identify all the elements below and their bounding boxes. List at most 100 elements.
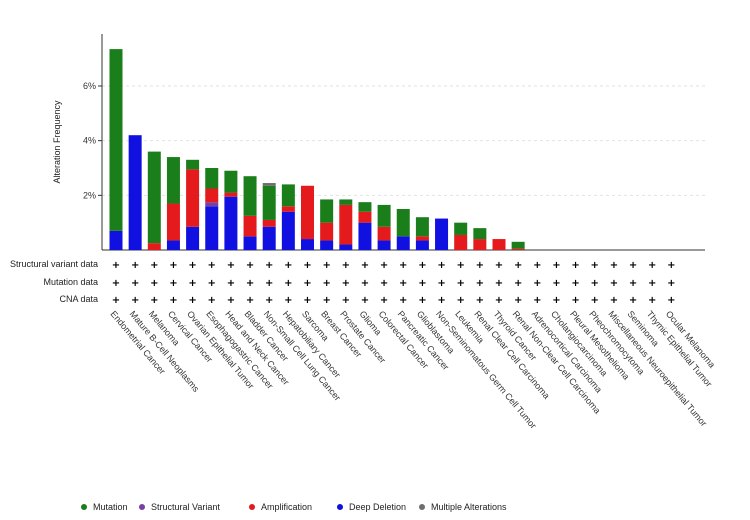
- profile-marker: +: [495, 295, 503, 306]
- bar-segment-amplification: [224, 192, 238, 197]
- profile-marker: +: [208, 295, 216, 306]
- y-tick-label: 2%: [83, 190, 96, 200]
- profile-marker: +: [361, 295, 369, 306]
- legend-label: Multiple Alterations: [431, 502, 507, 512]
- profile-marker: +: [591, 295, 599, 306]
- profile-marker: +: [208, 260, 216, 271]
- profile-marker: +: [437, 295, 445, 306]
- profile-marker: +: [188, 260, 196, 271]
- profile-marker: +: [112, 295, 120, 306]
- bar-segment-amplification: [281, 206, 295, 212]
- profile-marker: +: [342, 295, 350, 306]
- profile-row-label: Structural variant data: [10, 259, 98, 269]
- profile-marker: +: [495, 260, 503, 271]
- legend: Mutation Structural Variant Amplification D…: [81, 502, 507, 512]
- bar-segment-amplification: [511, 248, 525, 250]
- bar-segment-amplification: [186, 169, 200, 227]
- profile-marker: +: [399, 278, 407, 289]
- bar-segment-deep-deletion: [224, 196, 238, 250]
- profile-marker: +: [303, 278, 311, 289]
- bar-segment-deep-deletion: [205, 206, 219, 250]
- bar-segment-deep-deletion: [243, 236, 257, 250]
- bar-segment-mutation: [339, 199, 353, 205]
- bar-segment-deep-deletion: [166, 240, 180, 250]
- profile-marker: +: [399, 295, 407, 306]
- profile-marker: +: [380, 260, 388, 271]
- bar-segment-mutation: [473, 228, 487, 240]
- bar-segment-mutation: [396, 209, 410, 237]
- bar-segment-mutation: [109, 49, 123, 231]
- legend-marker: [337, 504, 343, 510]
- bar-segment-amplification: [262, 219, 276, 227]
- profile-marker: +: [418, 260, 426, 271]
- bar-segment-deep-deletion: [109, 230, 123, 250]
- profile-marker: +: [418, 278, 426, 289]
- profile-marker: +: [131, 260, 139, 271]
- legend-marker: [81, 504, 87, 510]
- profile-marker: +: [514, 295, 522, 306]
- profile-marker: +: [571, 278, 579, 289]
- bar-segment-mutation: [166, 157, 180, 204]
- profile-marker: +: [476, 295, 484, 306]
- profile-marker: +: [265, 260, 273, 271]
- profile-marker: +: [514, 278, 522, 289]
- profile-marker: +: [457, 295, 465, 306]
- profile-marker: +: [533, 260, 541, 271]
- profile-marker: +: [533, 295, 541, 306]
- bar-segment-multiple-alterations: [262, 183, 276, 186]
- profile-marker: +: [476, 278, 484, 289]
- bar-segment-mutation: [281, 184, 295, 207]
- bar-segment-deep-deletion: [358, 222, 372, 250]
- profile-marker: +: [399, 260, 407, 271]
- profile-marker: +: [342, 278, 350, 289]
- profile-marker: +: [648, 278, 656, 289]
- profile-marker: +: [265, 278, 273, 289]
- profile-marker: +: [476, 260, 484, 271]
- profile-marker: +: [303, 295, 311, 306]
- profile-marker: +: [514, 260, 522, 271]
- bar-segment-amplification: [147, 243, 161, 250]
- profile-marker: +: [437, 278, 445, 289]
- bars: [109, 49, 525, 250]
- profile-marker: +: [667, 260, 675, 271]
- profile-marker: +: [629, 260, 637, 271]
- bar-segment-mutation: [358, 202, 372, 212]
- profile-marker: +: [648, 260, 656, 271]
- profile-marker: +: [150, 278, 158, 289]
- legend-marker: [139, 504, 145, 510]
- bar-segment-amplification: [166, 203, 180, 241]
- profile-marker: +: [169, 295, 177, 306]
- bar-segment-deep-deletion: [128, 135, 142, 250]
- legend-label: Structural Variant: [151, 502, 220, 512]
- profile-marker: +: [418, 295, 426, 306]
- profile-marker: +: [227, 278, 235, 289]
- profile-marker: +: [131, 295, 139, 306]
- profile-marker: +: [571, 295, 579, 306]
- bar-segment-deep-deletion: [320, 240, 334, 250]
- profile-marker: +: [610, 260, 618, 271]
- profile-marker: +: [552, 260, 560, 271]
- profile-marker: +: [552, 295, 560, 306]
- profile-marker: +: [361, 260, 369, 271]
- profile-marker: +: [591, 278, 599, 289]
- profile-marker: +: [169, 260, 177, 271]
- profile-marker: +: [591, 260, 599, 271]
- profile-marker: +: [342, 260, 350, 271]
- bar-segment-amplification: [454, 234, 468, 250]
- profile-marker: +: [552, 278, 560, 289]
- bar-segment-mutation: [186, 159, 200, 170]
- grid-lines: [102, 85, 705, 196]
- bar-segment-deep-deletion: [262, 226, 276, 250]
- profile-marker: +: [533, 278, 541, 289]
- bar-segment-mutation: [205, 168, 219, 189]
- y-tick-label: 6%: [83, 81, 96, 91]
- profile-marker: +: [265, 295, 273, 306]
- bar-segment-deep-deletion: [415, 240, 429, 250]
- profile-marker: +: [284, 260, 292, 271]
- bar-segment-amplification: [415, 236, 429, 241]
- profile-marker: +: [208, 278, 216, 289]
- profile-marker: +: [150, 260, 158, 271]
- bar-segment-amplification: [492, 239, 506, 250]
- bar-segment-amplification: [320, 222, 334, 241]
